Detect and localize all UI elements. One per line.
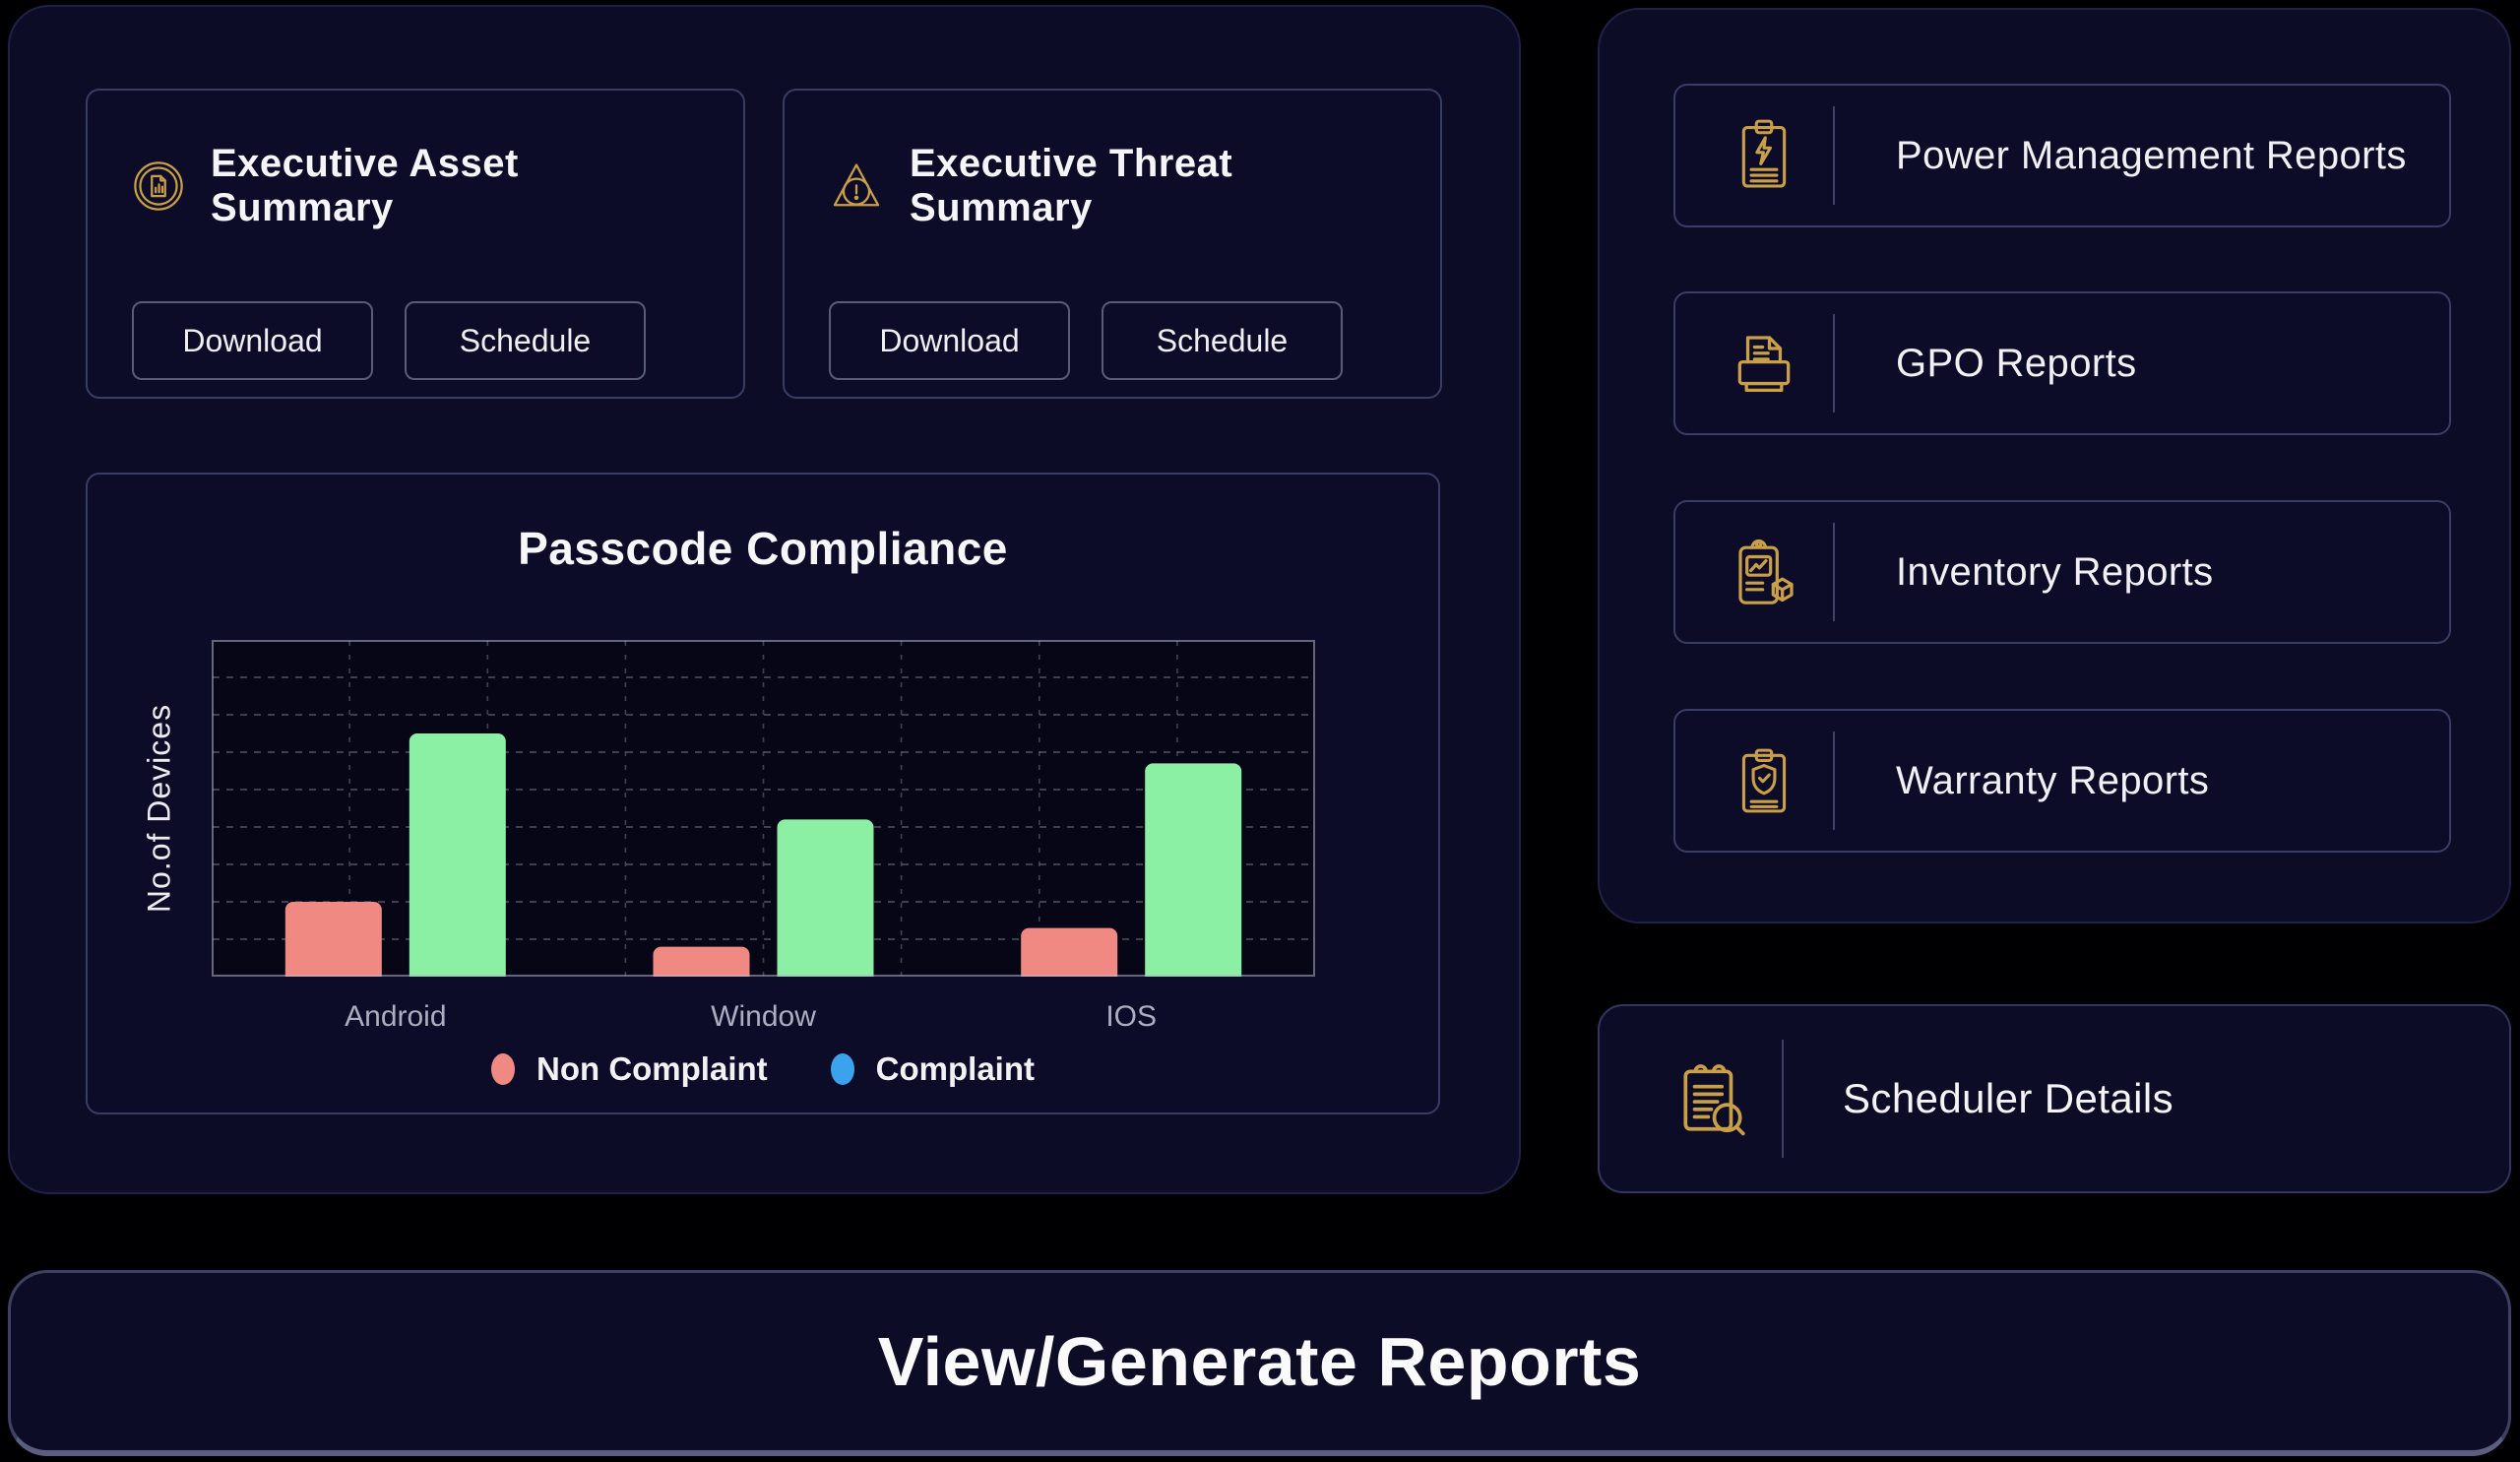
warranty-clipboard-icon: [1727, 745, 1801, 816]
threat-summary-header: Executive Threat Summary: [829, 142, 1396, 230]
divider: [1833, 314, 1835, 413]
divider: [1833, 523, 1835, 621]
report-label: GPO Reports: [1896, 341, 2137, 385]
threat-summary-title: Executive Threat Summary: [910, 142, 1233, 229]
gpo-reports-item[interactable]: GPO Reports: [1673, 291, 2451, 435]
legend-item-non-complaint: Non Complaint: [491, 1050, 768, 1088]
chart-title: Passcode Compliance: [518, 523, 1008, 574]
printer-document-icon: [1727, 327, 1801, 400]
view-generate-reports-title: View/Generate Reports: [877, 1323, 1642, 1400]
power-clipboard-icon: [1727, 117, 1801, 194]
threat-warning-icon: [829, 160, 884, 212]
scheduler-details-card[interactable]: Scheduler Details: [1598, 1004, 2511, 1193]
asset-seal-icon: [132, 159, 185, 213]
report-label: Inventory Reports: [1896, 549, 2214, 594]
executive-threat-summary-card: Executive Threat Summary Download Schedu…: [783, 89, 1442, 399]
view-generate-reports-bar[interactable]: View/Generate Reports: [8, 1270, 2511, 1456]
asset-summary-header: Executive Asset Summary: [132, 142, 699, 230]
warranty-reports-item[interactable]: Warranty Reports: [1673, 709, 2451, 853]
divider: [1833, 731, 1835, 830]
divider: [1833, 106, 1835, 205]
scheduler-details-label: Scheduler Details: [1843, 1075, 2174, 1121]
asset-schedule-button[interactable]: Schedule: [405, 301, 646, 380]
x-label-android: Android: [345, 1000, 447, 1033]
executive-asset-summary-card: Executive Asset Summary Download Schedul…: [86, 89, 745, 399]
chart-x-axis-labels: Android Window IOS: [212, 1000, 1315, 1034]
x-label-window: Window: [711, 1000, 816, 1033]
x-label-ios: IOS: [1105, 1000, 1158, 1033]
threat-schedule-button[interactable]: Schedule: [1102, 301, 1343, 380]
compliance-chart-plot: [212, 640, 1315, 977]
legend-dot-non-complaint: [491, 1053, 515, 1085]
reports-list-panel: Power Management Reports GPO Reports: [1598, 8, 2511, 923]
threat-download-button[interactable]: Download: [829, 301, 1070, 380]
legend-item-complaint: Complaint: [830, 1050, 1035, 1088]
power-management-reports-item[interactable]: Power Management Reports: [1673, 84, 2451, 227]
report-label: Warranty Reports: [1896, 758, 2210, 802]
scheduler-notepad-icon: [1673, 1059, 1752, 1138]
inventory-reports-item[interactable]: Inventory Reports: [1673, 500, 2451, 644]
asset-summary-title: Executive Asset Summary: [211, 142, 519, 229]
chart-legend: Non Complaint Complaint: [88, 1050, 1438, 1088]
asset-download-button[interactable]: Download: [132, 301, 373, 380]
report-label: Power Management Reports: [1896, 133, 2407, 177]
chart-y-axis-label: No.of Devices: [141, 703, 177, 914]
divider: [1782, 1040, 1784, 1158]
passcode-compliance-card: Passcode Compliance No.of Devices Androi…: [86, 473, 1440, 1114]
summary-panel: Executive Asset Summary Download Schedul…: [8, 5, 1521, 1194]
legend-dot-complaint: [830, 1053, 854, 1085]
inventory-clipboard-icon: [1727, 536, 1801, 609]
